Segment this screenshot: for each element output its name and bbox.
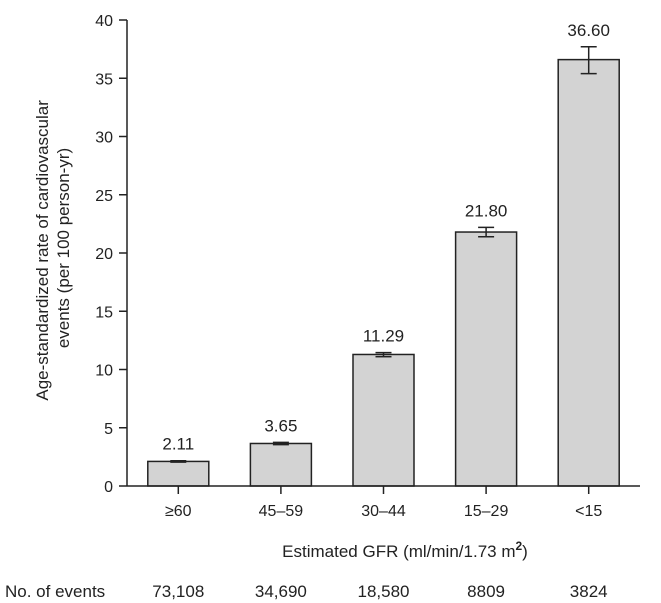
data-label: 21.80 xyxy=(465,201,508,220)
x-tick-label: ≥60 xyxy=(165,503,192,520)
y-tick-label: 20 xyxy=(95,246,113,263)
y-tick-label: 35 xyxy=(95,71,113,88)
x-axis-title-close: ) xyxy=(522,542,528,561)
events-value: 18,580 xyxy=(358,582,410,601)
bar xyxy=(557,58,620,487)
data-label: 2.11 xyxy=(162,435,194,454)
x-tick-label: 45–59 xyxy=(259,503,304,520)
x-axis-title: Estimated GFR (ml/min/1.73 m2) xyxy=(282,539,528,561)
events-value: 3824 xyxy=(570,582,608,601)
y-axis: 0 5 10 15 20 25 30 35 40 xyxy=(95,13,128,496)
events-row: 73,108 34,690 18,580 8809 3824 xyxy=(152,582,607,601)
data-label: 3.65 xyxy=(264,416,297,435)
x-axis-title-main: Estimated GFR (ml/min/1.73 m xyxy=(282,542,515,561)
y-tick-label: 15 xyxy=(95,304,113,321)
y-tick-label: 10 xyxy=(95,363,113,380)
y-tick-label: 25 xyxy=(95,188,113,205)
bar xyxy=(454,231,518,487)
bar xyxy=(249,442,313,487)
y-tick-label: 40 xyxy=(95,13,113,30)
y-axis-title-line1: Age-standardized rate of cardiovascular xyxy=(33,100,52,401)
y-tick-label: 0 xyxy=(104,479,113,496)
events-value: 8809 xyxy=(467,582,505,601)
x-axis-title-superscript: 2 xyxy=(515,539,522,553)
data-label: 11.29 xyxy=(363,327,404,346)
y-axis-title-line2: events (per 100 person-yr) xyxy=(54,148,73,348)
bar xyxy=(147,460,210,487)
y-tick-label: 30 xyxy=(95,130,113,147)
bar xyxy=(352,353,415,487)
x-tick-label: <15 xyxy=(575,503,602,520)
events-row-label: No. of events xyxy=(5,582,105,601)
events-value: 73,108 xyxy=(152,582,204,601)
y-tick-label: 5 xyxy=(104,421,113,438)
events-value: 34,690 xyxy=(255,582,307,601)
x-tick-label: 15–29 xyxy=(464,503,509,520)
y-axis-title: Age-standardized rate of cardiovascular … xyxy=(33,95,73,400)
data-label: 36.60 xyxy=(567,21,610,40)
bars: 2.11 3.65 11.29 21.80 36.60 xyxy=(147,21,620,487)
x-axis: ≥60 45–59 30–44 15–29 <15 xyxy=(127,485,640,520)
x-tick-label: 30–44 xyxy=(361,503,406,520)
